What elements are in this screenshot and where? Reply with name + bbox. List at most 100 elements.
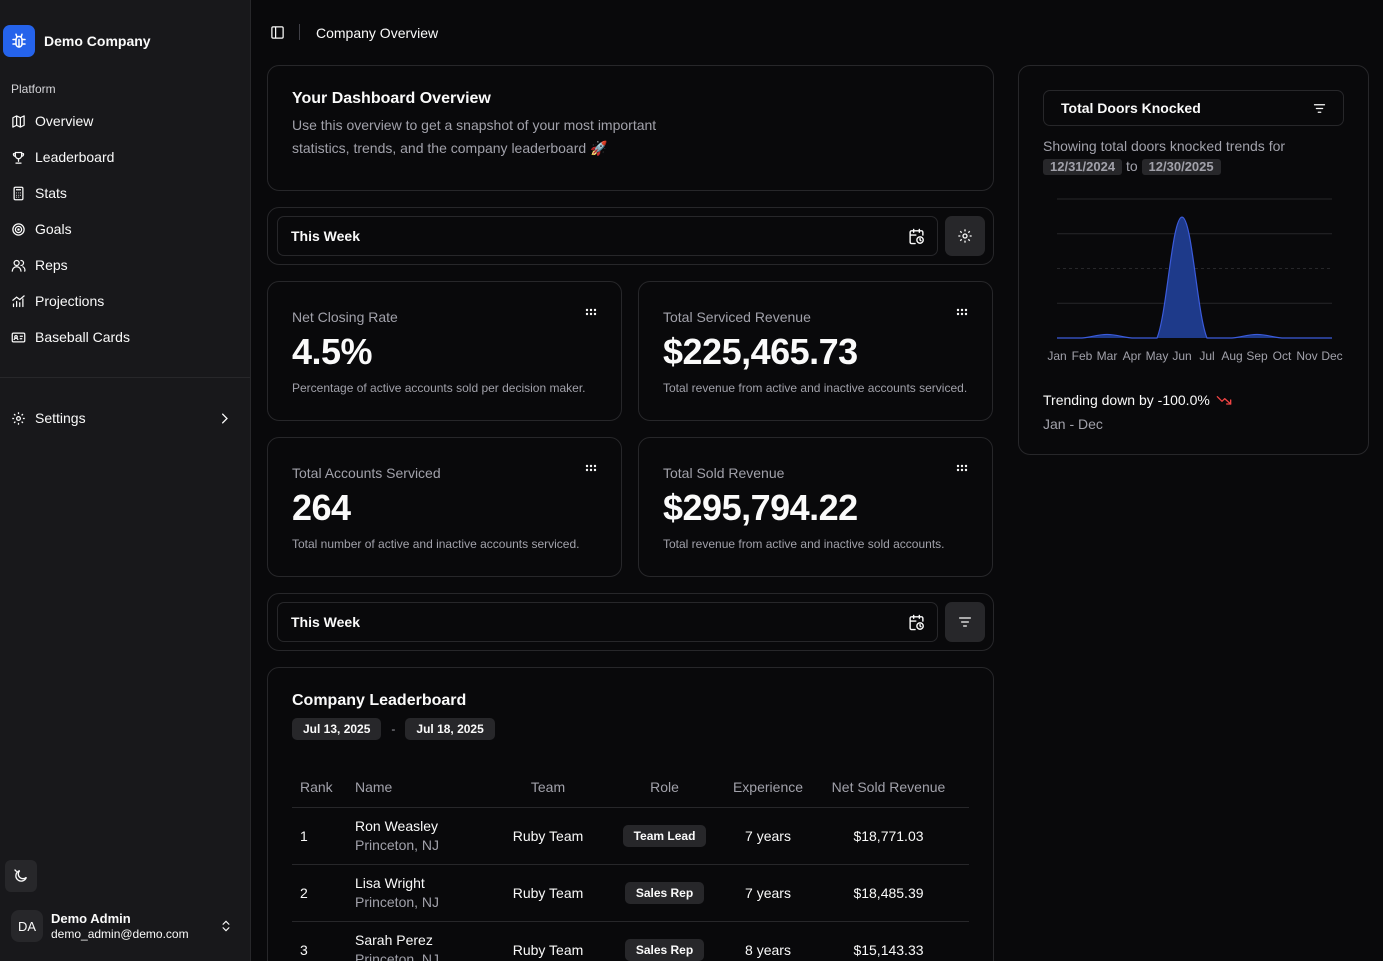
sidebar-item-goals[interactable]: Goals — [0, 211, 250, 247]
stat-description: Percentage of active accounts sold per d… — [292, 381, 586, 395]
sidebar-item-label: Leaderboard — [35, 149, 115, 165]
company-switcher[interactable]: Demo Company — [3, 25, 151, 57]
chart-icon — [12, 294, 25, 307]
sidebar-item-reps[interactable]: Reps — [0, 247, 250, 283]
stats-settings-button[interactable] — [945, 216, 985, 256]
experience-cell: 7 years — [745, 884, 791, 901]
sidebar-item-label: Overview — [35, 113, 94, 129]
grip-icon[interactable] — [956, 464, 968, 472]
avatar: DA — [11, 910, 43, 942]
column-header-name[interactable]: Name — [355, 778, 393, 795]
sidebar-item-label: Stats — [35, 185, 67, 201]
metric-select[interactable]: Total Doors Knocked — [1043, 90, 1344, 126]
total-doors-knocked-card: Total Doors Knocked Showing total doors … — [1018, 65, 1369, 455]
calculator-icon — [13, 186, 24, 200]
column-header-revenue[interactable]: Net Sold Revenue — [831, 778, 946, 795]
page-title: Company Overview — [316, 25, 439, 41]
x-tick-label: Sep — [1246, 349, 1268, 363]
role-badge: Sales Rep — [624, 938, 705, 961]
doors-knocked-chart: Jan Feb Mar Apr May Jun Jul Aug Sep Oct Nov Dec — [1047, 198, 1343, 363]
stat-card-serviced-revenue: Total Serviced Revenue $225,465.73 Total… — [638, 281, 993, 421]
moon-icon — [14, 869, 27, 882]
caption-text: Showing total doors knocked trends for — [1043, 138, 1286, 154]
target-icon — [12, 222, 25, 236]
stat-label: Net Closing Rate — [292, 309, 398, 325]
experience-cell: 8 years — [745, 941, 791, 958]
trending-down-icon — [1216, 396, 1232, 405]
stat-value: $225,465.73 — [663, 331, 858, 372]
rep-name: Sarah Perez — [355, 932, 433, 949]
column-header-rank[interactable]: Rank — [300, 778, 333, 795]
x-tick-label: Jul — [1199, 349, 1214, 363]
period-select[interactable]: This Week — [277, 216, 938, 256]
stat-value: 4.5% — [292, 331, 373, 372]
revenue-cell: $18,771.03 — [853, 827, 924, 844]
sidebar-item-baseball-cards[interactable]: Baseball Cards — [0, 319, 250, 355]
stat-description: Total revenue from active and inactive a… — [663, 381, 968, 395]
stat-value: 264 — [292, 487, 351, 528]
sidebar-item-stats[interactable]: Stats — [0, 175, 250, 211]
from-date-badge: 12/31/2024 — [1043, 159, 1123, 175]
sidebar-item-leaderboard[interactable]: Leaderboard — [0, 139, 250, 175]
grip-icon[interactable] — [956, 308, 968, 316]
gear-icon — [958, 229, 972, 243]
x-tick-label: Feb — [1072, 349, 1093, 363]
bug-icon — [3, 25, 35, 57]
calendar-clock-icon — [909, 228, 924, 245]
sidebar-item-overview[interactable]: Overview — [0, 103, 250, 139]
sidebar-item-label: Settings — [35, 410, 86, 426]
stat-card-sold-revenue: Total Sold Revenue $295,794.22 Total rev… — [638, 437, 993, 577]
stat-value: $295,794.22 — [663, 487, 858, 528]
table-row[interactable]: 3 Sarah Perez Princeton, NJ Ruby Team Sal… — [292, 921, 969, 961]
sidebar-item-projections[interactable]: Projections — [0, 283, 250, 319]
overview-title: Your Dashboard Overview — [292, 90, 491, 107]
company-name: Demo Company — [44, 33, 151, 49]
x-tick-label: Jun — [1172, 349, 1191, 363]
trend-text: Trending down by -100.0% — [1043, 392, 1210, 408]
header-divider — [299, 24, 300, 40]
leaderboard-period-bar: This Week — [267, 593, 994, 651]
stats-period-bar: This Week — [267, 207, 994, 265]
leaderboard-filter-button[interactable] — [945, 602, 985, 642]
role-cell: Team Lead — [601, 807, 728, 864]
column-header-experience[interactable]: Experience — [732, 778, 804, 795]
leaderboard-date-range: Jul 13, 2025 - Jul 18, 2025 — [292, 718, 969, 740]
rank-cell: 2 — [300, 884, 308, 901]
table-row[interactable]: 2 Lisa Wright Princeton, NJ Ruby Team Sal… — [292, 864, 969, 921]
grip-icon[interactable] — [585, 308, 597, 316]
calendar-clock-icon — [909, 614, 924, 631]
chart-caption: Showing total doors knocked trends for 1… — [1043, 136, 1344, 176]
to-date-badge: 12/30/2025 — [1141, 159, 1221, 175]
start-date-badge: Jul 13, 2025 — [292, 718, 382, 740]
trophy-icon — [12, 151, 25, 164]
filter-icon — [1313, 104, 1326, 113]
revenue-cell: $18,485.39 — [853, 884, 924, 901]
column-header-role[interactable]: Role — [650, 778, 679, 795]
role-cell: Sales Rep — [601, 864, 728, 921]
rep-name: Ron Weasley — [355, 818, 439, 834]
trend-range: Jan - Dec — [1043, 416, 1103, 432]
trend-line: Trending down by -100.0% — [1043, 392, 1232, 408]
sidebar-item-settings[interactable]: Settings — [0, 400, 250, 436]
name-cell: Lisa Wright Princeton, NJ — [347, 864, 495, 921]
sidebar-item-label: Goals — [35, 221, 72, 237]
column-header-team[interactable]: Team — [530, 778, 566, 795]
rep-location: Princeton, NJ — [355, 894, 440, 910]
period-select[interactable]: This Week — [277, 602, 938, 642]
theme-toggle-button[interactable] — [5, 860, 37, 892]
sidebar-divider — [0, 377, 250, 378]
team-cell: Ruby Team — [512, 827, 584, 844]
table-row[interactable]: 1 Ron Weasley Princeton, NJ Ruby Team Tea… — [292, 807, 969, 864]
user-menu[interactable]: DA Demo Admin demo_admin@demo.com — [11, 910, 241, 942]
leaderboard-table: Rank Name Team Role Experience Net Sold … — [292, 767, 969, 961]
map-icon — [12, 114, 25, 128]
stat-label: Total Serviced Revenue — [663, 309, 811, 325]
x-tick-label: Nov — [1296, 349, 1317, 363]
period-select-value: This Week — [291, 228, 360, 244]
x-tick-label: Aug — [1221, 349, 1242, 363]
role-badge: Sales Rep — [624, 881, 705, 904]
x-tick-label: Mar — [1097, 349, 1118, 363]
grip-icon[interactable] — [585, 464, 597, 472]
sidebar-toggle-button[interactable] — [270, 25, 285, 43]
to-word: to — [1125, 158, 1138, 174]
